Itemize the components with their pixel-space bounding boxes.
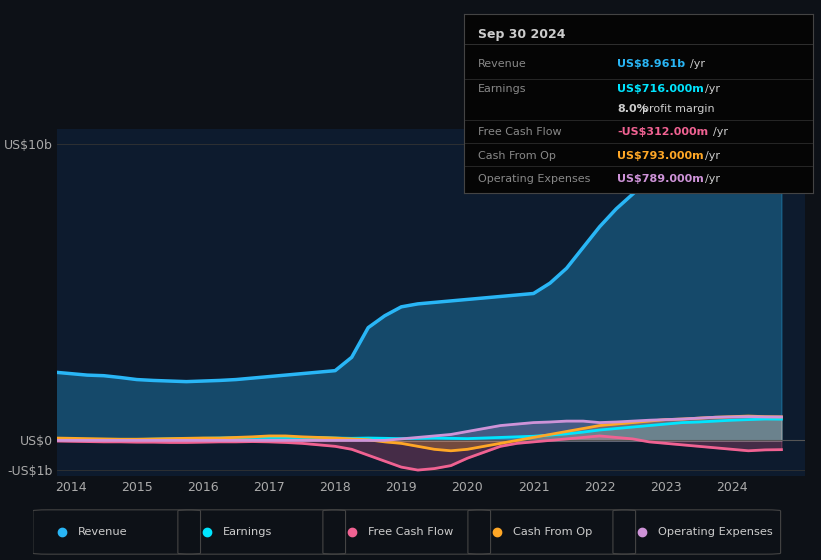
Text: US$793.000m: US$793.000m [617, 151, 704, 161]
Text: /yr: /yr [705, 151, 720, 161]
Text: US$8.961b: US$8.961b [617, 59, 686, 69]
Text: /yr: /yr [705, 174, 720, 184]
Text: profit margin: profit margin [642, 104, 714, 114]
Text: US$716.000m: US$716.000m [617, 84, 704, 94]
Text: Sep 30 2024: Sep 30 2024 [478, 29, 566, 41]
Text: Earnings: Earnings [478, 84, 526, 94]
Text: /yr: /yr [705, 84, 720, 94]
Text: -US$312.000m: -US$312.000m [617, 127, 709, 137]
Text: Operating Expenses: Operating Expenses [478, 174, 590, 184]
Text: 8.0%: 8.0% [617, 104, 648, 114]
Text: Operating Expenses: Operating Expenses [658, 527, 773, 537]
Text: /yr: /yr [713, 127, 728, 137]
Text: Revenue: Revenue [78, 527, 128, 537]
Text: Free Cash Flow: Free Cash Flow [368, 527, 453, 537]
Text: Cash From Op: Cash From Op [513, 527, 593, 537]
Text: US$789.000m: US$789.000m [617, 174, 704, 184]
Text: Earnings: Earnings [223, 527, 273, 537]
Text: /yr: /yr [690, 59, 705, 69]
Text: Revenue: Revenue [478, 59, 526, 69]
Text: Free Cash Flow: Free Cash Flow [478, 127, 562, 137]
Text: Cash From Op: Cash From Op [478, 151, 556, 161]
